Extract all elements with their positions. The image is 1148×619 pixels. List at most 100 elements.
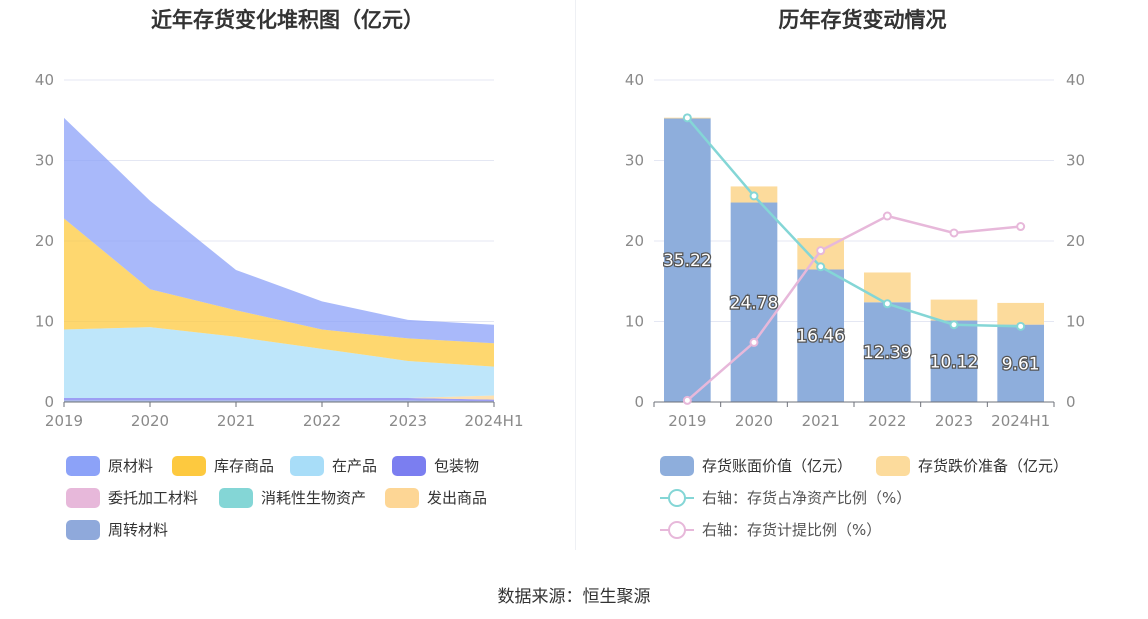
legend-item[interactable]: 周转材料 bbox=[66, 519, 168, 540]
line-point bbox=[882, 299, 892, 309]
legend-item[interactable]: 右轴：存货占净资产比例（%） bbox=[660, 487, 911, 508]
legend-swatch bbox=[392, 455, 426, 476]
x-tick-label: 2022 bbox=[868, 412, 906, 430]
legend-item[interactable]: 右轴：存货计提比例（%） bbox=[660, 519, 881, 540]
left-chart-title: 近年存货变化堆积图（亿元） bbox=[151, 8, 424, 32]
legend-item[interactable]: 在产品 bbox=[290, 455, 377, 476]
legend-label: 委托加工材料 bbox=[108, 489, 199, 507]
legend-swatch bbox=[66, 455, 100, 476]
legend-item[interactable]: 发出商品 bbox=[385, 487, 487, 508]
legend-label: 存货跌价准备（亿元） bbox=[918, 457, 1069, 475]
legend-swatch bbox=[219, 487, 253, 508]
right-y-tick-label: 30 bbox=[1066, 152, 1085, 170]
legend-label: 库存商品 bbox=[214, 457, 275, 475]
x-tick-label: 2024H1 bbox=[991, 412, 1050, 430]
line-右轴：存货计提比例（%） bbox=[686, 214, 1021, 402]
area-库存商品 bbox=[64, 218, 494, 367]
line-point bbox=[1016, 321, 1026, 331]
y-tick-label: 0 bbox=[44, 393, 54, 411]
legend-item[interactable]: 库存商品 bbox=[172, 455, 274, 476]
line-point bbox=[882, 211, 892, 221]
bar-value-label: 10.12 bbox=[930, 352, 979, 372]
legend-label: 存货账面价值（亿元） bbox=[702, 457, 853, 475]
right-chart-panel: 历年存货变动情况 0 0 10 10 20 20 30 30 40 40 2019 2020 2021 2… bbox=[577, 0, 1148, 550]
left-y-tick-label: 20 bbox=[625, 232, 644, 250]
area-在产品 bbox=[64, 327, 494, 398]
legend-swatch bbox=[660, 520, 694, 540]
area-包装物 bbox=[64, 397, 494, 402]
legend-swatch bbox=[290, 455, 324, 476]
legend-item[interactable]: 存货账面价值（亿元） bbox=[660, 455, 852, 476]
x-tick-label: 2020 bbox=[735, 412, 773, 430]
left-y-tick-label: 10 bbox=[625, 313, 644, 331]
legend-label: 周转材料 bbox=[108, 521, 169, 539]
legend-item[interactable]: 存货跌价准备（亿元） bbox=[876, 455, 1068, 476]
line-右轴：存货占净资产比例（%） bbox=[686, 117, 1021, 328]
line-point bbox=[682, 113, 692, 123]
x-tick-label: 2023 bbox=[935, 412, 973, 430]
left-y-tick-label: 0 bbox=[634, 393, 644, 411]
panel-divider bbox=[575, 0, 576, 550]
bar-book-value bbox=[864, 302, 911, 402]
legend-swatch bbox=[66, 487, 100, 508]
x-tick-label: 2022 bbox=[303, 412, 341, 430]
legend-label: 右轴：存货计提比例（%） bbox=[702, 521, 882, 539]
x-tick-label: 2020 bbox=[131, 412, 169, 430]
legend-label: 发出商品 bbox=[427, 489, 488, 507]
bar-value-label: 12.39 bbox=[863, 343, 912, 363]
legend-label: 原材料 bbox=[108, 457, 154, 475]
stacked-area-chart: 0 10 20 30 40 2019 2020 2021 2022 2023 2024H1 bbox=[35, 71, 524, 430]
x-tick-label: 2023 bbox=[389, 412, 427, 430]
left-chart-panel: 近年存货变化堆积图（亿元） 0 10 20 30 40 2019 2020 2021 2022 2… bbox=[0, 0, 575, 550]
bar-book-value bbox=[797, 269, 844, 402]
legend-swatch bbox=[660, 488, 694, 508]
x-tick-label: 2021 bbox=[802, 412, 840, 430]
line-point bbox=[1016, 222, 1026, 232]
legend-label: 在产品 bbox=[332, 457, 378, 475]
legend-item[interactable]: 消耗性生物资产 bbox=[219, 487, 366, 508]
data-source: 数据来源：恒生聚源 bbox=[497, 587, 651, 607]
bar-impairment bbox=[997, 302, 1044, 325]
bar-book-value bbox=[664, 118, 711, 402]
legend-item[interactable]: 包装物 bbox=[392, 455, 479, 476]
bar-impairment bbox=[930, 299, 978, 321]
legend-swatch bbox=[66, 519, 100, 540]
line-point bbox=[749, 337, 759, 347]
x-tick-label: 2021 bbox=[217, 412, 255, 430]
bar-book-value bbox=[930, 320, 978, 402]
bar-book-value bbox=[730, 202, 778, 402]
legend-item[interactable]: 原材料 bbox=[66, 455, 153, 476]
legend-swatch bbox=[876, 455, 910, 476]
legend-swatch bbox=[660, 455, 694, 476]
bar-value-label: 35.22 bbox=[663, 251, 712, 271]
legend-label: 消耗性生物资产 bbox=[261, 489, 367, 507]
left-y-tick-label: 30 bbox=[625, 152, 644, 170]
y-tick-label: 20 bbox=[35, 232, 54, 250]
line-point bbox=[949, 320, 959, 330]
line-point bbox=[749, 191, 759, 201]
legend-label: 右轴：存货占净资产比例（%） bbox=[702, 489, 912, 507]
bar-value-label: 16.46 bbox=[796, 327, 845, 347]
y-tick-label: 30 bbox=[35, 152, 54, 170]
legend-swatch bbox=[385, 487, 419, 508]
right-y-tick-label: 20 bbox=[1066, 232, 1085, 250]
bar-book-value bbox=[997, 324, 1044, 402]
x-tick-label: 2019 bbox=[45, 412, 83, 430]
y-tick-label: 40 bbox=[35, 71, 54, 89]
x-tick-label: 2024H1 bbox=[465, 412, 524, 430]
bar-value-label: 9.61 bbox=[1002, 354, 1040, 374]
right-y-tick-label: 10 bbox=[1066, 313, 1085, 331]
x-tick-label: 2019 bbox=[668, 412, 706, 430]
y-tick-label: 10 bbox=[35, 313, 54, 331]
line-point bbox=[816, 262, 826, 272]
right-y-tick-label: 40 bbox=[1066, 71, 1085, 89]
right-y-tick-label: 0 bbox=[1066, 393, 1076, 411]
area-原材料 bbox=[64, 117, 494, 344]
line-point bbox=[682, 395, 692, 405]
right-chart-title: 历年存货变动情况 bbox=[778, 8, 947, 32]
bar-impairment bbox=[864, 272, 911, 303]
bar-value-label: 24.78 bbox=[730, 293, 779, 313]
left-y-tick-label: 40 bbox=[625, 71, 644, 89]
legend-item[interactable]: 委托加工材料 bbox=[66, 487, 198, 508]
